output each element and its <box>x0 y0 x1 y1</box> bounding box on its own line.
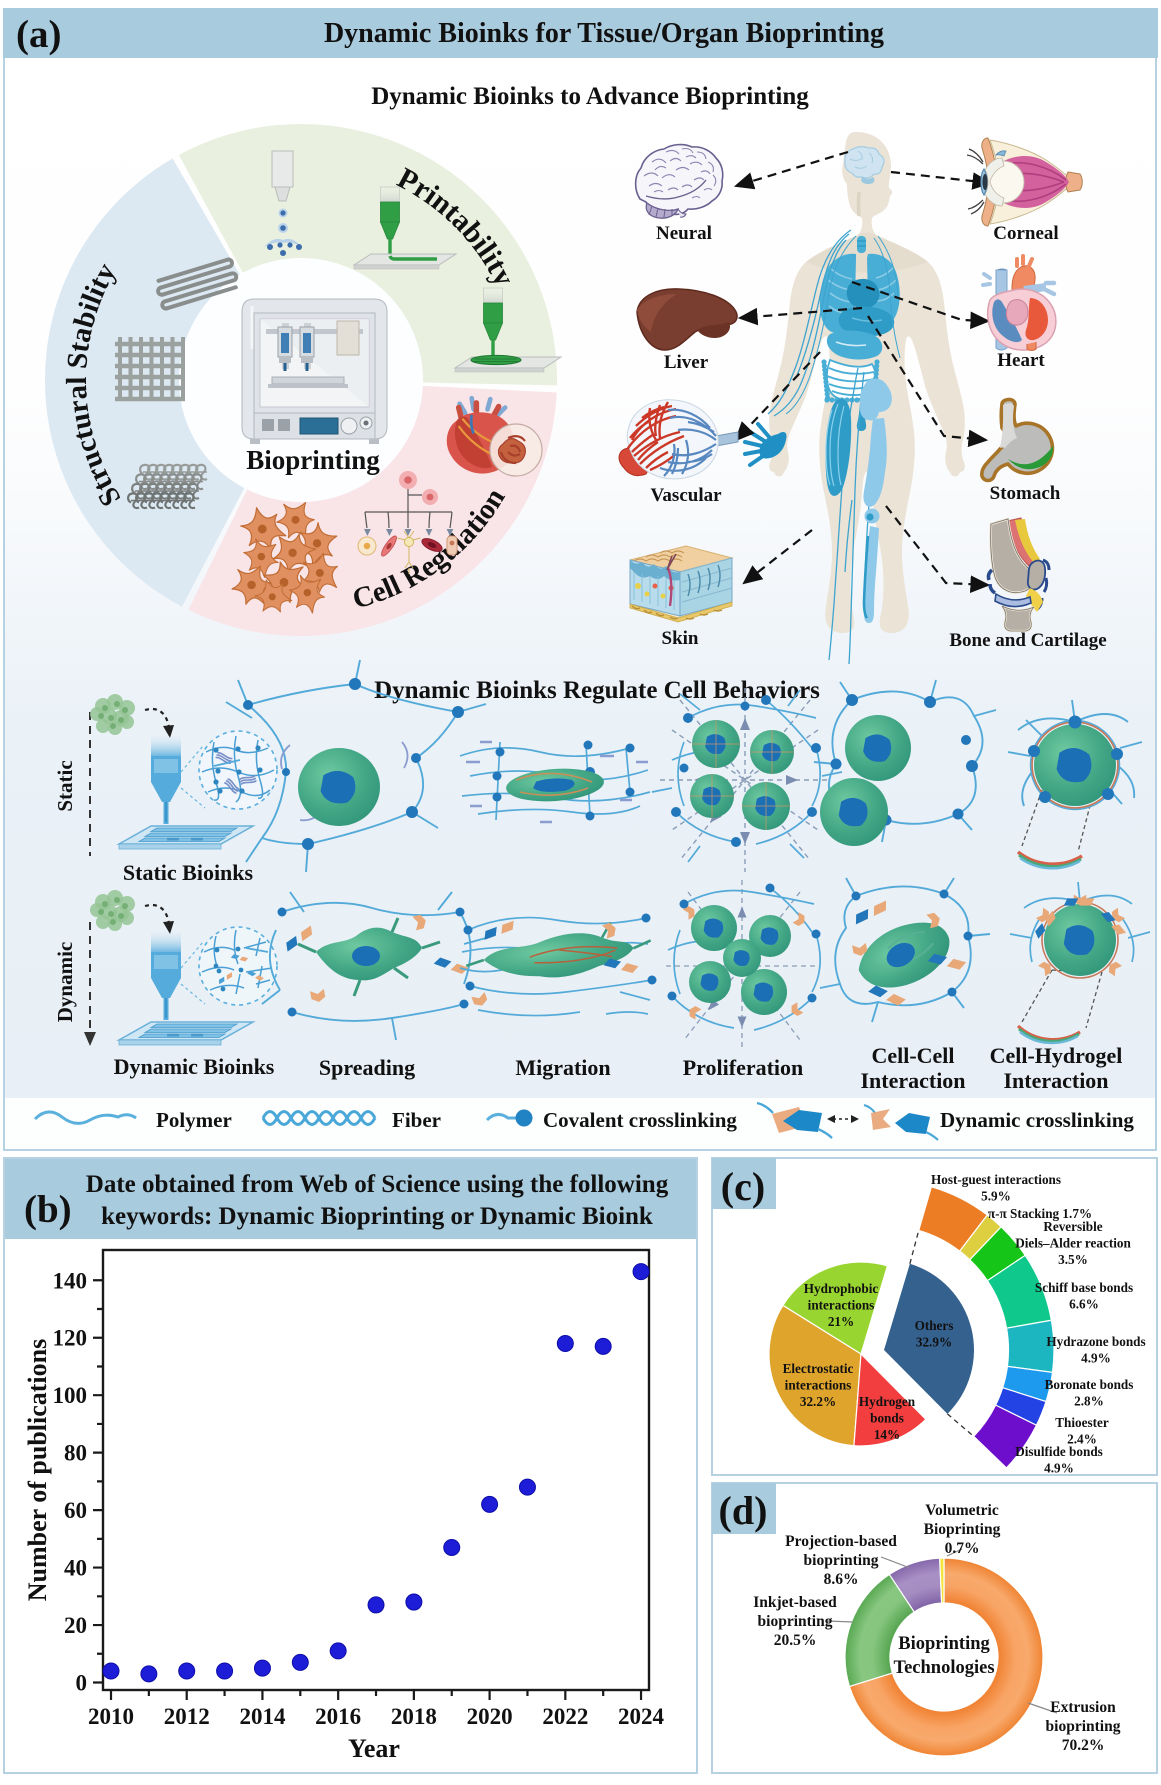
svg-text:keywords: Dynamic Bioprinting: keywords: Dynamic Bioprinting or Dynamic… <box>101 1203 653 1230</box>
svg-text:Fiber: Fiber <box>392 1108 441 1132</box>
svg-text:Cell-Hydrogel: Cell-Hydrogel <box>990 1043 1123 1068</box>
svg-text:Static Bioinks: Static Bioinks <box>123 860 254 885</box>
svg-text:2024: 2024 <box>618 1704 665 1729</box>
svg-text:Static: Static <box>53 760 77 811</box>
svg-text:Covalent crosslinking: Covalent crosslinking <box>543 1108 737 1132</box>
svg-text:40: 40 <box>64 1556 87 1581</box>
svg-text:Dynamic Bioinks: Dynamic Bioinks <box>114 1054 275 1079</box>
svg-text:Date obtained from Web of Scie: Date obtained from Web of Science using … <box>86 1171 669 1198</box>
svg-text:Vascular: Vascular <box>650 485 722 506</box>
svg-text:2018: 2018 <box>391 1704 437 1729</box>
svg-text:Proliferation: Proliferation <box>683 1055 804 1080</box>
svg-text:Dynamic: Dynamic <box>53 942 77 1023</box>
svg-text:2014: 2014 <box>239 1704 286 1729</box>
svg-text:2012: 2012 <box>164 1704 210 1729</box>
svg-text:Neural: Neural <box>656 223 712 244</box>
svg-text:Dynamic crosslinking: Dynamic crosslinking <box>940 1108 1134 1132</box>
svg-text:Corneal: Corneal <box>993 223 1058 244</box>
svg-text:120: 120 <box>53 1326 88 1351</box>
svg-text:0: 0 <box>76 1671 88 1696</box>
svg-text:80: 80 <box>64 1441 87 1466</box>
svg-text:2016: 2016 <box>315 1704 361 1729</box>
svg-text:2010: 2010 <box>88 1704 134 1729</box>
svg-text:Technologies: Technologies <box>893 1658 994 1678</box>
svg-text:Stomach: Stomach <box>990 483 1061 504</box>
svg-text:2020: 2020 <box>467 1704 513 1729</box>
svg-text:Bioprinting: Bioprinting <box>898 1634 990 1654</box>
svg-text:100: 100 <box>53 1383 88 1408</box>
svg-text:Bioprinting: Bioprinting <box>246 445 380 475</box>
svg-text:Cell-Cell: Cell-Cell <box>871 1043 954 1068</box>
svg-text:60: 60 <box>64 1498 87 1523</box>
svg-text:Liver: Liver <box>664 352 709 373</box>
svg-text:Interaction: Interaction <box>860 1068 965 1093</box>
svg-text:π-π Stacking 1.7%: π-π Stacking 1.7% <box>988 1206 1092 1221</box>
svg-text:Dynamic Bioinks Regulate Cell: Dynamic Bioinks Regulate Cell Behaviors <box>374 677 820 704</box>
svg-text:(c): (c) <box>721 1164 765 1209</box>
svg-text:Number of publications: Number of publications <box>23 1339 52 1601</box>
svg-text:(b): (b) <box>24 1188 72 1231</box>
svg-text:20: 20 <box>64 1613 87 1638</box>
svg-text:2022: 2022 <box>542 1704 588 1729</box>
svg-text:Interaction: Interaction <box>1003 1068 1108 1093</box>
svg-text:Bone and Cartilage: Bone and Cartilage <box>949 630 1106 651</box>
svg-text:Heart: Heart <box>997 350 1045 371</box>
svg-text:Dynamic Bioinks for Tissue/Org: Dynamic Bioinks for Tissue/Organ Bioprin… <box>324 18 884 49</box>
svg-text:Polymer: Polymer <box>156 1108 232 1132</box>
svg-text:Dynamic Bioinks to Advance Bio: Dynamic Bioinks to Advance Bioprinting <box>371 83 809 110</box>
svg-text:Skin: Skin <box>662 628 699 649</box>
svg-text:Migration: Migration <box>515 1055 610 1080</box>
svg-text:140: 140 <box>53 1268 88 1293</box>
svg-text:Spreading: Spreading <box>319 1055 415 1080</box>
svg-text:(a): (a) <box>16 13 61 56</box>
svg-text:(d): (d) <box>719 1488 768 1533</box>
svg-text:Year: Year <box>348 1734 400 1763</box>
